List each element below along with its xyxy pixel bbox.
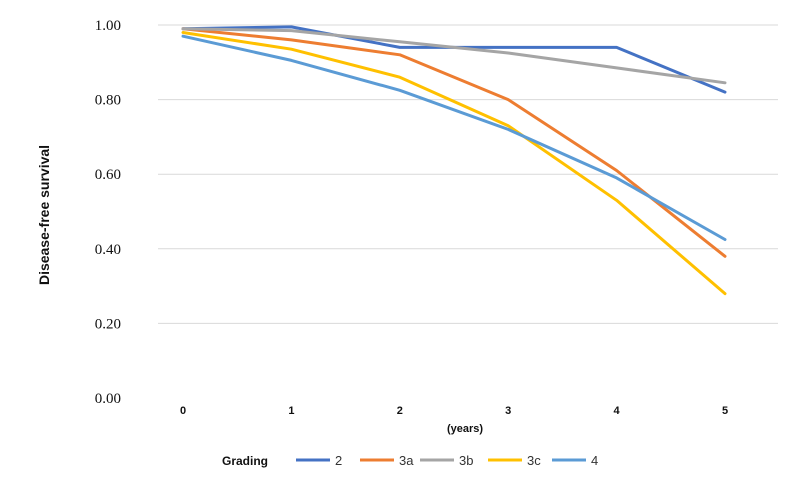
series-line-3c bbox=[181, 31, 727, 296]
y-tick-label: 0.20 bbox=[95, 316, 121, 332]
series-line-4 bbox=[181, 34, 727, 241]
x-tick-label: 3 bbox=[505, 405, 511, 417]
x-tick-label: 2 bbox=[397, 405, 403, 417]
x-axis-label: (years) bbox=[447, 423, 483, 435]
legend-label-3c: 3c bbox=[527, 453, 541, 468]
x-tick-label: 1 bbox=[288, 405, 294, 417]
y-tick-label: 0.60 bbox=[95, 167, 121, 183]
x-tick-label: 4 bbox=[614, 405, 621, 417]
x-tick-label: 0 bbox=[180, 405, 186, 417]
legend-label-2: 2 bbox=[335, 453, 342, 468]
series-lines bbox=[181, 25, 727, 296]
y-axis-label: Disease-free survival bbox=[36, 145, 52, 285]
x-axis-ticks: 0 1 2 3 4 5 bbox=[180, 405, 728, 417]
legend-title: Grading bbox=[222, 454, 268, 468]
legend-label-3a: 3a bbox=[399, 453, 414, 468]
series-line-3a bbox=[181, 27, 727, 258]
legend: Grading 2 3a 3b 3c 4 bbox=[222, 453, 598, 468]
y-axis-ticks: 0.00 0.20 0.40 0.60 0.80 1.00 bbox=[95, 18, 121, 407]
y-tick-label: 1.00 bbox=[95, 18, 121, 34]
y-tick-label: 0.00 bbox=[95, 391, 121, 407]
series-line-3b bbox=[181, 27, 727, 85]
x-tick-label: 5 bbox=[722, 405, 728, 417]
legend-label-3b: 3b bbox=[459, 453, 473, 468]
gridlines bbox=[158, 24, 778, 324]
y-tick-label: 0.80 bbox=[95, 93, 121, 109]
legend-label-4: 4 bbox=[591, 453, 598, 468]
y-tick-label: 0.40 bbox=[95, 242, 121, 258]
